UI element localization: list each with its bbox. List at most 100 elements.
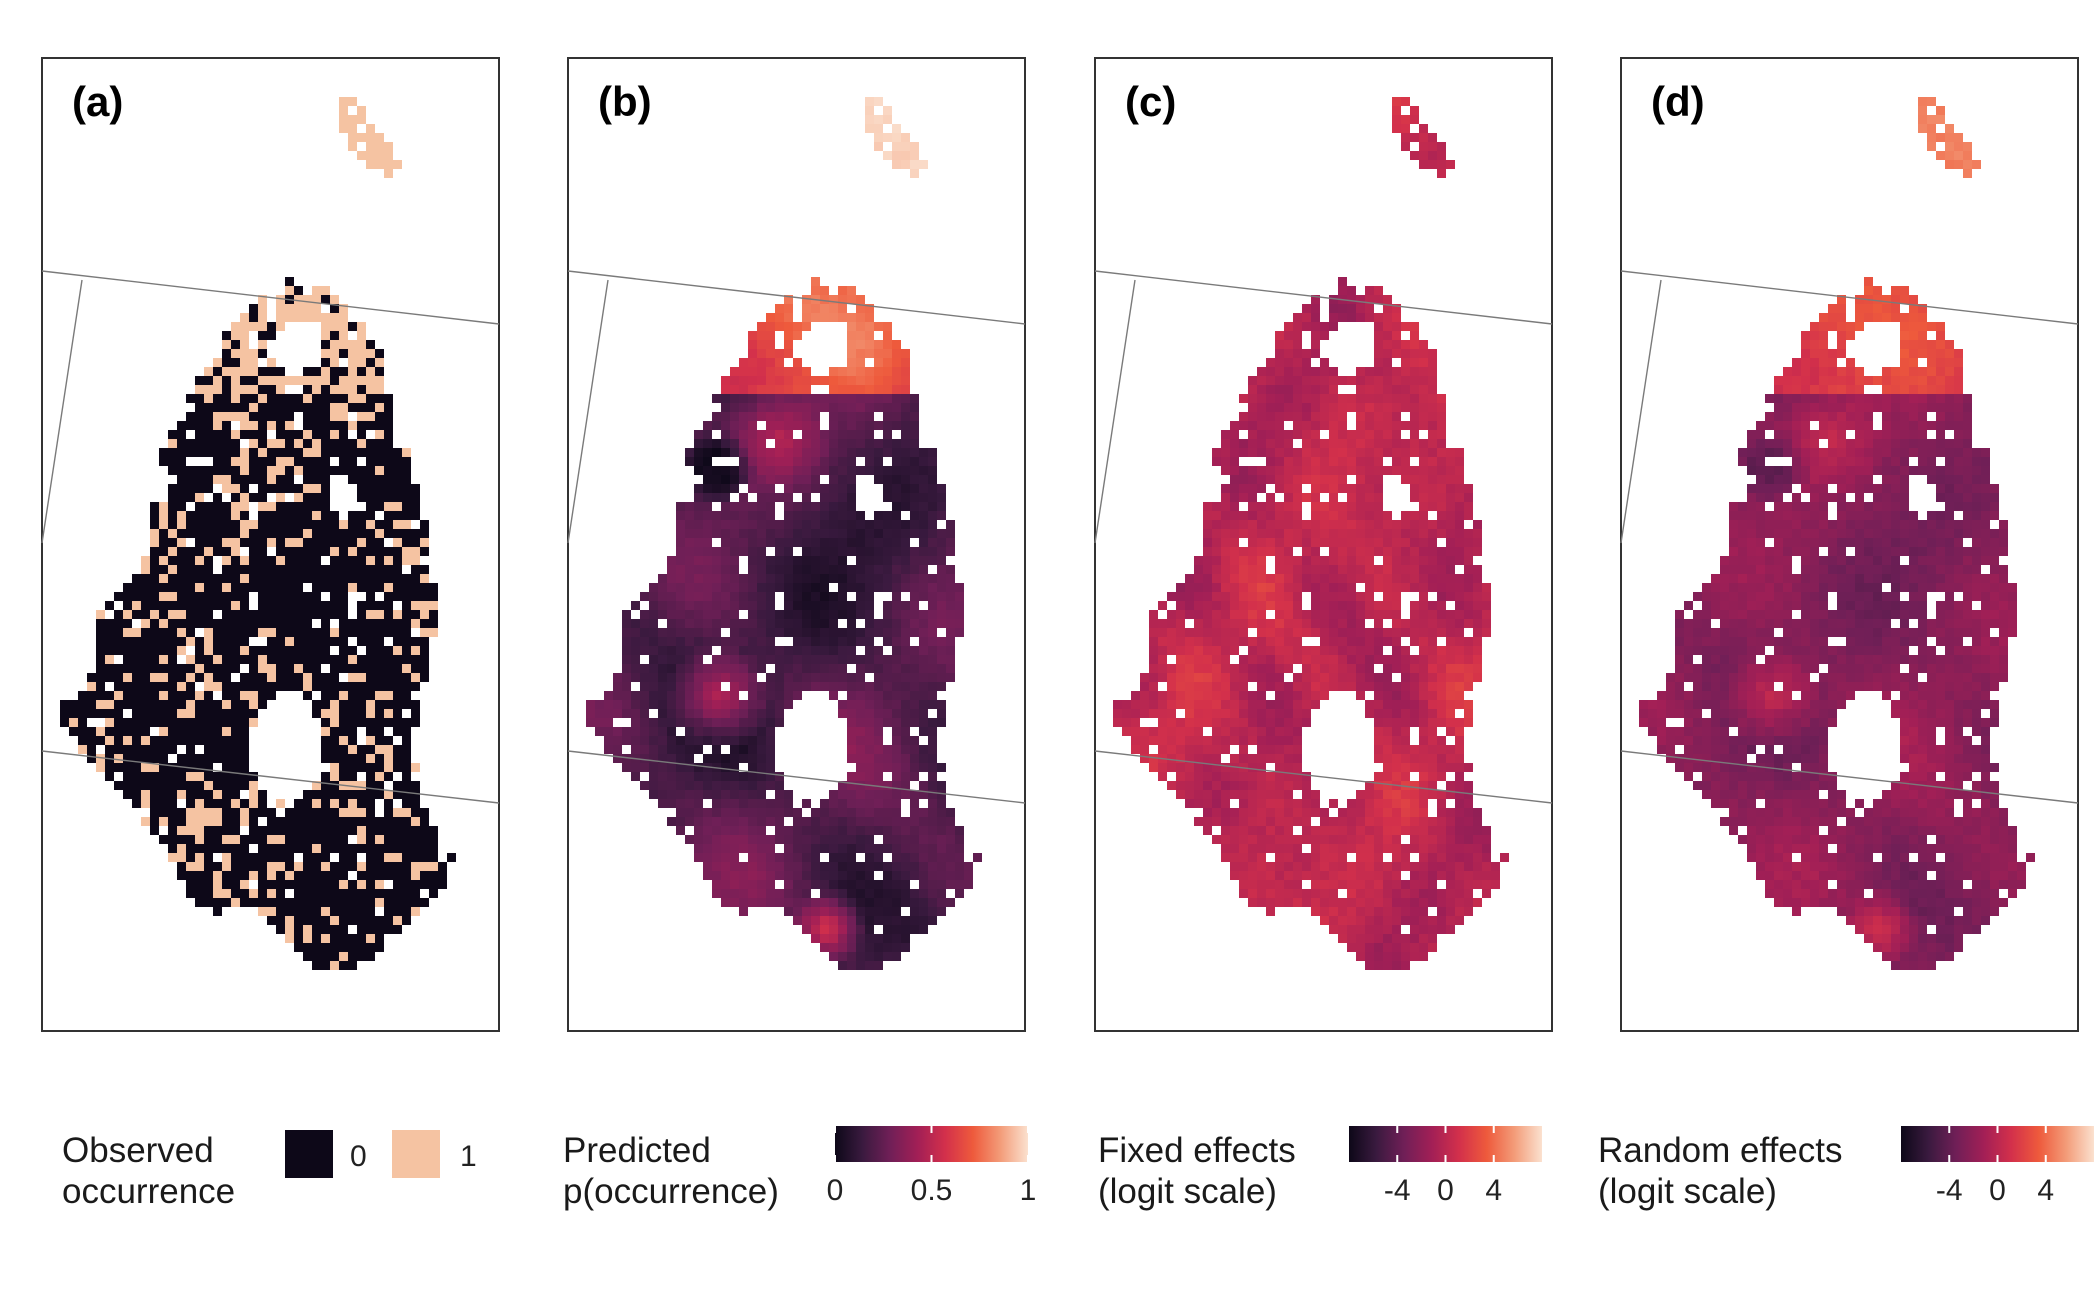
grid-cell [321, 709, 330, 718]
grid-cell [393, 817, 402, 826]
grid-cell [703, 772, 712, 781]
grid-cell [847, 862, 856, 871]
grid-cell [739, 727, 748, 736]
grid-cell [766, 799, 775, 808]
grid-cell [195, 610, 204, 619]
grid-cell [1410, 331, 1419, 340]
grid-cell [730, 376, 739, 385]
grid-cell [928, 871, 937, 880]
grid-cell [757, 475, 766, 484]
grid-cell [366, 574, 375, 583]
grid-cell [393, 880, 402, 889]
grid-cell [384, 484, 393, 493]
grid-cell [901, 772, 910, 781]
grid-cell [1338, 484, 1347, 493]
grid-cell [1257, 511, 1266, 520]
grid-cell [168, 745, 177, 754]
grid-cell [87, 700, 96, 709]
grid-cell [312, 295, 321, 304]
grid-cell [757, 385, 766, 394]
grid-cell [901, 682, 910, 691]
grid-cell [640, 619, 649, 628]
grid-cell [1140, 700, 1149, 709]
grid-cell [1419, 601, 1428, 610]
grid-cell [766, 367, 775, 376]
grid-cell [856, 763, 865, 772]
grid-cell [312, 511, 321, 520]
grid-cell [739, 583, 748, 592]
grid-cell [141, 718, 150, 727]
grid-cell [384, 889, 393, 898]
grid-cell [730, 646, 739, 655]
grid-cell [267, 889, 276, 898]
grid-cell [865, 655, 874, 664]
grid-cell [321, 367, 330, 376]
grid-cell [1293, 448, 1302, 457]
grid-cell [267, 808, 276, 817]
grid-cell [240, 538, 249, 547]
grid-cell [784, 511, 793, 520]
grid-cell [141, 556, 150, 565]
grid-cell [195, 637, 204, 646]
grid-cell [195, 430, 204, 439]
grid-cell [757, 691, 766, 700]
grid-cell [1338, 403, 1347, 412]
grid-cell [384, 907, 393, 916]
grid-cell [240, 403, 249, 412]
grid-cell [195, 808, 204, 817]
grid-cell [1239, 475, 1248, 484]
grid-cell [784, 835, 793, 844]
grid-cell [1410, 403, 1419, 412]
grid-cell [1293, 673, 1302, 682]
grid-cell [1284, 610, 1293, 619]
grid-cell [384, 736, 393, 745]
grid-cell [177, 682, 186, 691]
grid-cell [222, 880, 231, 889]
grid-cell [195, 853, 204, 862]
grid-cell [366, 592, 375, 601]
grid-cell [892, 799, 901, 808]
grid-cell [748, 700, 757, 709]
grid-cell [1275, 340, 1284, 349]
grid-cell [222, 898, 231, 907]
grid-cell [1266, 502, 1275, 511]
grid-cell [739, 421, 748, 430]
grid-cell [96, 673, 105, 682]
grid-cell [820, 403, 829, 412]
grid-cell [204, 898, 213, 907]
grid-cell [231, 727, 240, 736]
grid-cell [186, 772, 195, 781]
grid-cell [348, 142, 357, 151]
grid-cell [429, 583, 438, 592]
grid-cell [820, 538, 829, 547]
grid-cell [393, 538, 402, 547]
grid-cell [766, 736, 775, 745]
grid-cell [402, 619, 411, 628]
grid-cell [294, 547, 303, 556]
grid-cell [847, 916, 856, 925]
grid-cell [159, 772, 168, 781]
grid-cell [820, 628, 829, 637]
grid-cell [712, 817, 721, 826]
grid-cell [892, 484, 901, 493]
grid-cell [910, 889, 919, 898]
grid-cell [721, 484, 730, 493]
grid-cell [892, 952, 901, 961]
grid-cell [1419, 394, 1428, 403]
grid-cell [375, 439, 384, 448]
grid-cell [204, 673, 213, 682]
grid-cell [829, 484, 838, 493]
grid-cell [1149, 673, 1158, 682]
grid-cell [685, 520, 694, 529]
grid-cell [1410, 448, 1419, 457]
grid-cell [150, 700, 159, 709]
grid-cell [1347, 646, 1356, 655]
grid-cell [1365, 367, 1374, 376]
grid-cell [348, 646, 357, 655]
grid-cell [721, 493, 730, 502]
grid-cell [1221, 529, 1230, 538]
grid-cell [312, 484, 321, 493]
grid-cell [1401, 673, 1410, 682]
grid-cell [838, 844, 847, 853]
grid-cell [1356, 529, 1365, 538]
